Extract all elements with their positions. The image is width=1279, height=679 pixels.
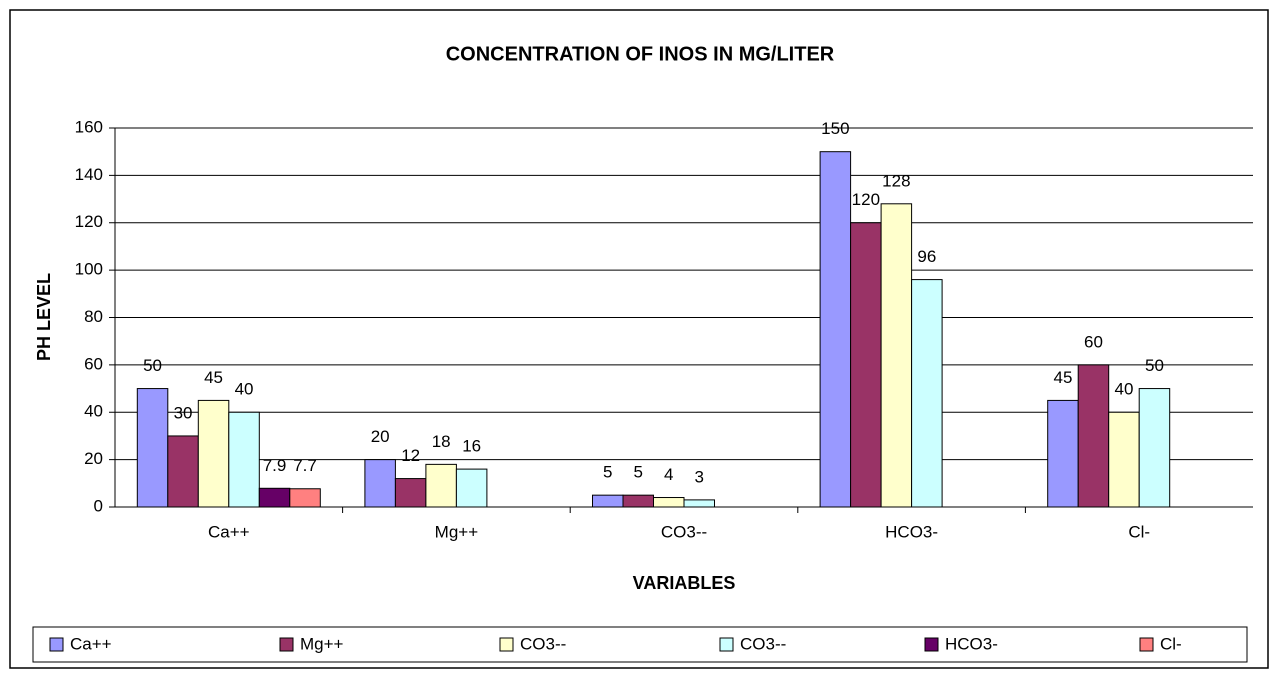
legend-swatch [719,637,734,652]
y-tick-label: 80 [84,307,103,326]
value-label: 45 [204,368,223,387]
value-label: 12 [401,446,420,465]
value-label: 5 [603,463,612,482]
legend-label: Cl- [1160,634,1182,653]
x-tick-label: Cl- [1128,522,1150,541]
bar [819,151,852,508]
legend-swatch [49,637,64,652]
bar [197,399,230,508]
value-label: 50 [1145,356,1164,375]
x-tick-label: CO3-- [661,522,707,541]
y-axis-title: PH LEVEL [34,273,54,361]
bar [364,459,396,508]
value-label: 30 [174,403,193,422]
legend-box [32,626,1248,663]
legend-label: HCO3- [945,634,998,653]
legend-swatch [1139,637,1154,652]
bar [136,388,169,508]
bar [622,494,654,508]
legend-swatch [924,637,939,652]
value-label: 60 [1084,332,1103,351]
bar [911,279,943,508]
value-label: 45 [1053,368,1072,387]
bar [653,497,685,508]
bar [1077,364,1110,508]
legend-label: Ca++ [70,634,112,653]
y-tick-label: 140 [75,165,103,184]
y-tick-label: 40 [84,402,103,421]
chart-title: CONCENTRATION OF INOS IN MG/LITER [446,43,835,65]
bar [1138,388,1171,508]
value-label: 5 [634,463,643,482]
y-tick-label: 160 [75,117,103,136]
x-tick-label: Mg++ [435,522,479,541]
bar [850,222,882,508]
bar [1047,399,1079,508]
value-label: 18 [432,432,451,451]
bar [880,203,913,508]
chart-border [9,9,1269,669]
bar [1108,411,1140,508]
value-label: 16 [462,437,481,456]
bar [425,463,457,508]
legend-swatch [499,637,514,652]
bar [592,494,624,508]
x-tick-label: HCO3- [885,522,938,541]
value-label: 40 [1114,380,1133,399]
value-label: 20 [371,427,390,446]
y-tick-label: 60 [84,354,103,373]
value-label: 120 [852,190,880,209]
y-tick-label: 120 [75,212,103,231]
value-label: 3 [695,467,704,486]
x-axis-title: VARIABLES [633,573,736,593]
legend-label: CO3-- [520,634,566,653]
bar [167,435,199,508]
y-tick-label: 100 [75,260,103,279]
value-label: 7.7 [293,456,317,475]
value-label: 4 [664,465,673,484]
legend-label: Mg++ [300,634,344,653]
bar [289,488,321,508]
y-tick-label: 0 [94,496,103,515]
bar [683,499,715,508]
bar [258,487,291,508]
legend-label: CO3-- [740,634,786,653]
value-label: 96 [917,247,936,266]
value-label: 40 [235,380,254,399]
bar [228,411,260,508]
legend-swatch [279,637,294,652]
value-label: 128 [882,171,910,190]
value-label: 150 [821,119,849,138]
bar [394,478,427,508]
value-label: 7.9 [263,456,287,475]
y-tick-label: 20 [84,449,103,468]
x-tick-label: Ca++ [208,522,250,541]
value-label: 50 [143,356,162,375]
bar [455,468,488,508]
